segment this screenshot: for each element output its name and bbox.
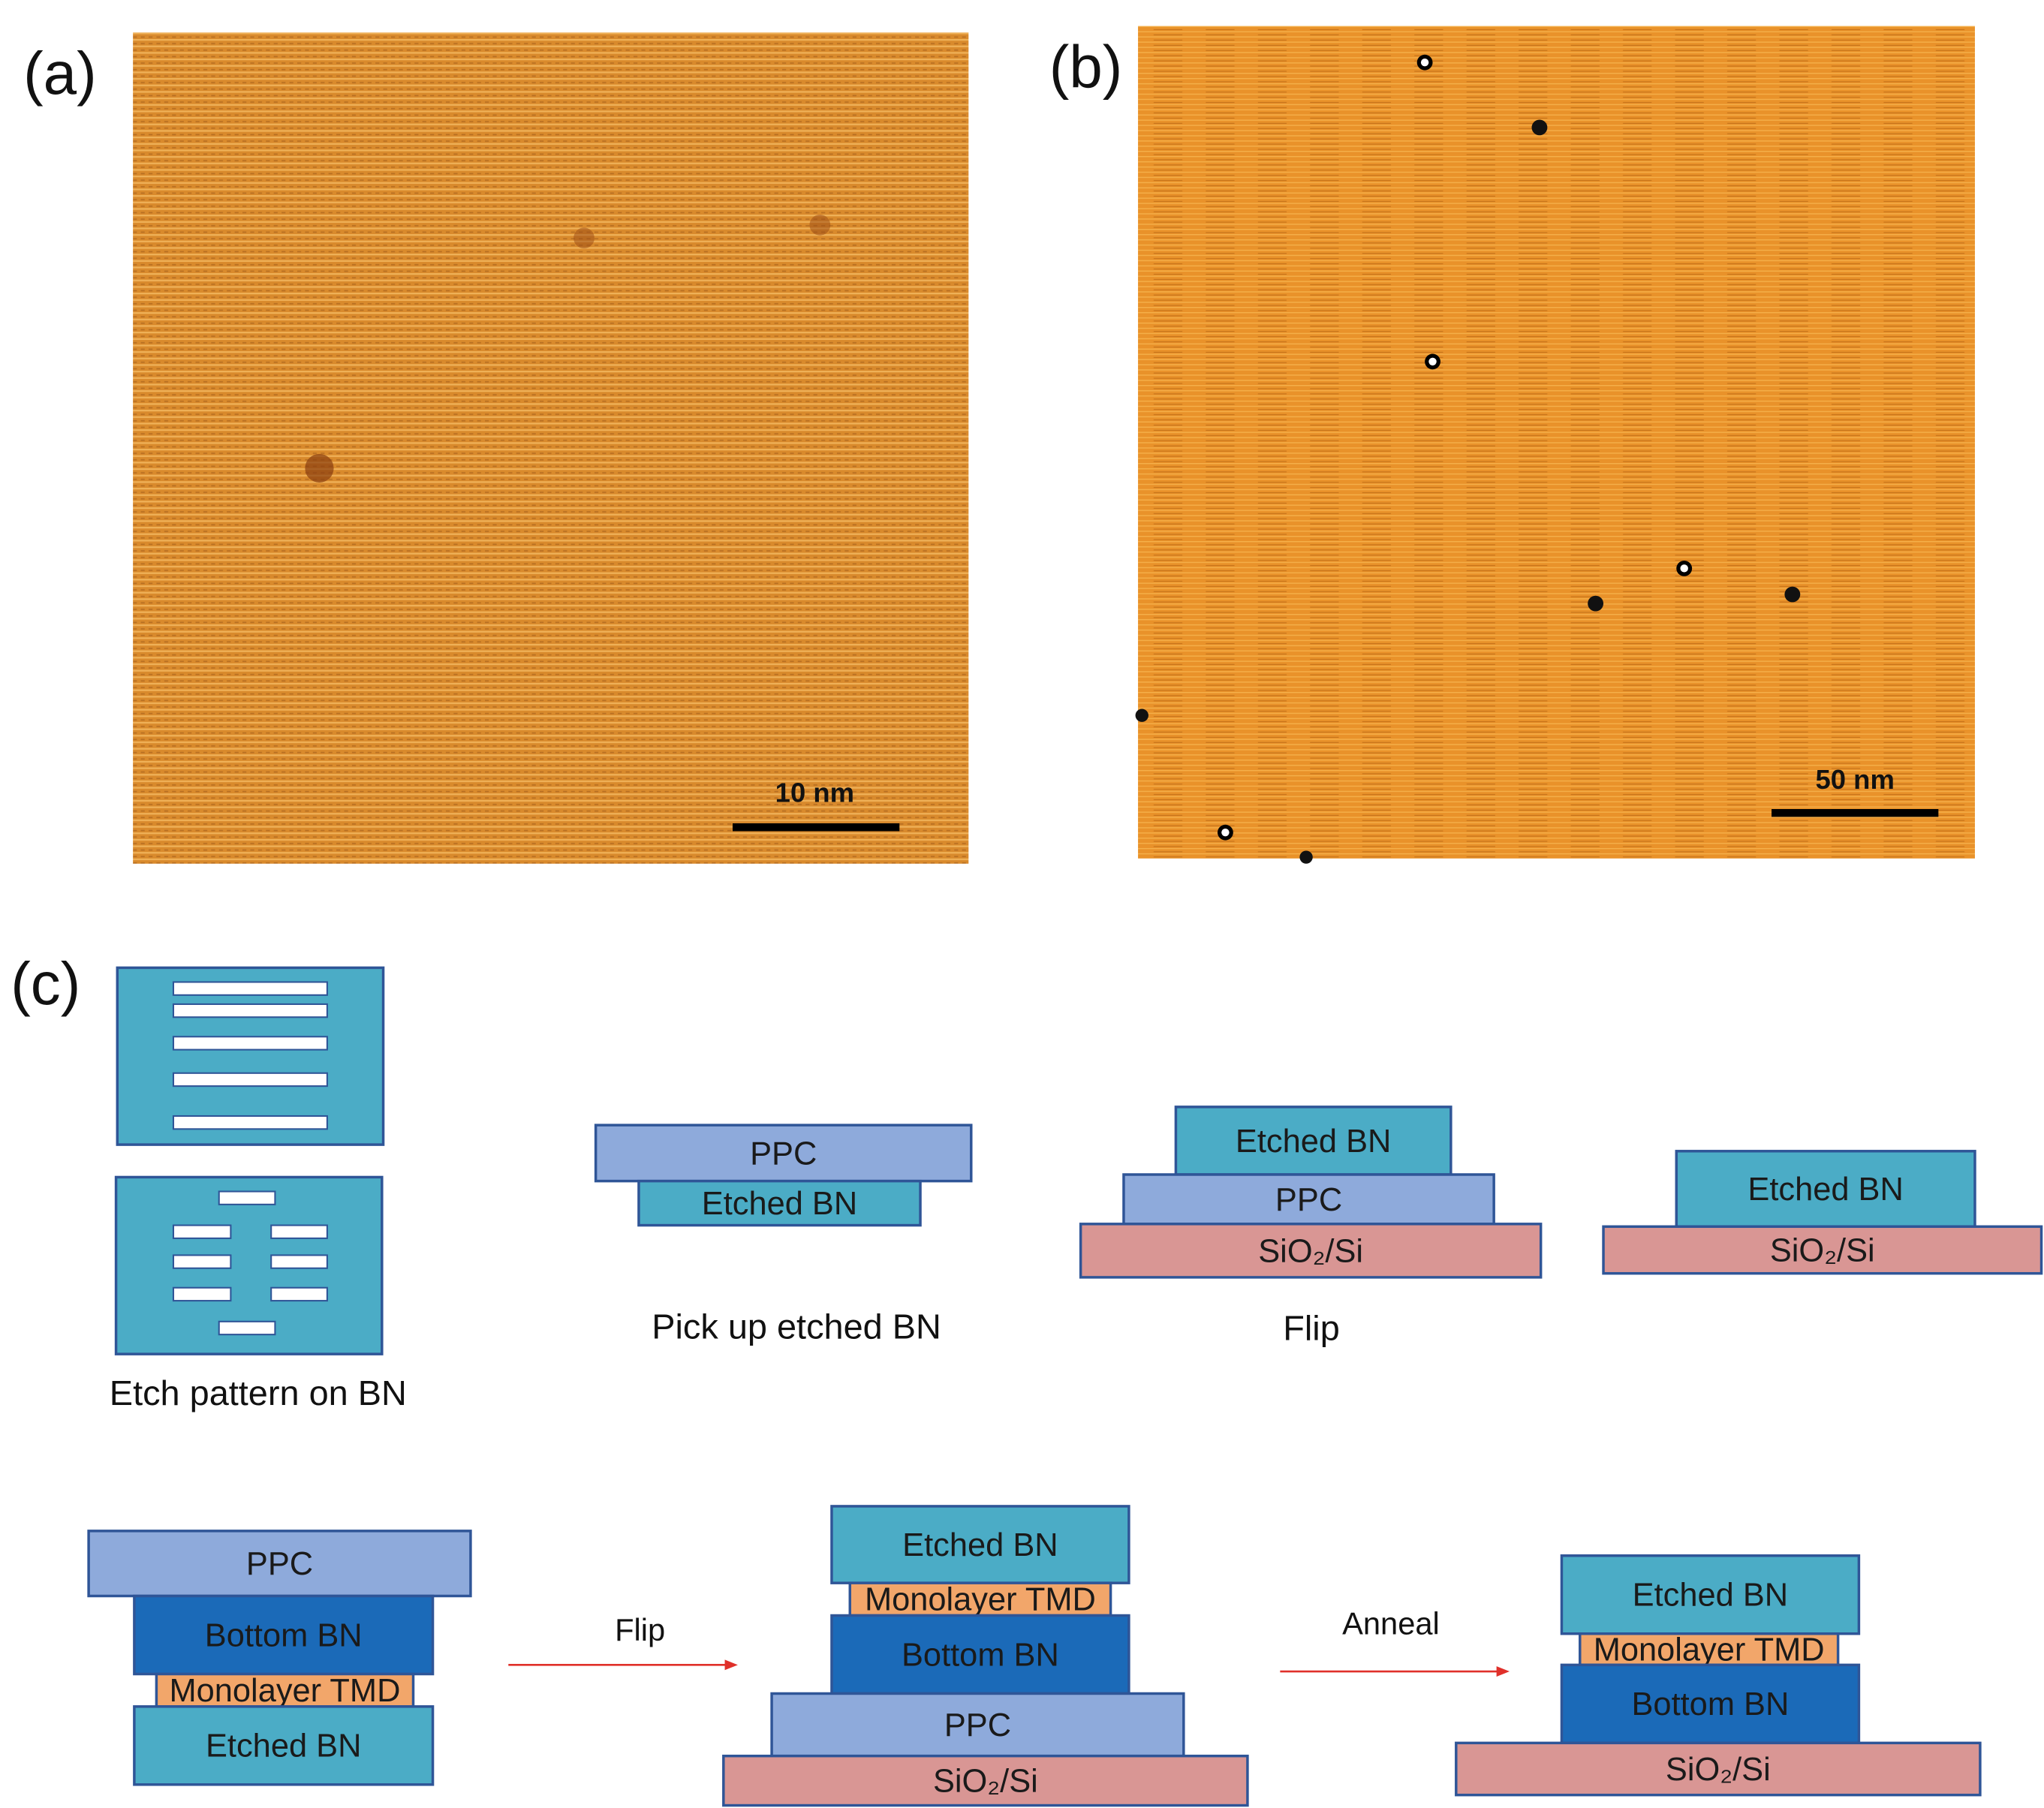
scale-text: 10 nm	[775, 778, 854, 808]
layer-label: Bottom BN	[1631, 1686, 1789, 1722]
etch-slot	[219, 1192, 275, 1205]
layer-label: Etched BN	[1236, 1124, 1391, 1160]
etch-slot	[271, 1226, 327, 1238]
etch-slot	[271, 1288, 327, 1301]
etch-slot	[173, 1116, 327, 1129]
figure: (a) 10 nm (b) 50 nm (c) Etch pattern on …	[0, 0, 2044, 1808]
layer-label: Etched BN	[206, 1728, 361, 1764]
panel-label: (b)	[1049, 33, 1123, 100]
etch-slot	[173, 1036, 327, 1049]
layer-label: PPC	[1275, 1182, 1342, 1218]
etch-slot	[173, 1288, 230, 1301]
etch-slot	[219, 1322, 275, 1334]
afm-image	[133, 32, 968, 863]
etch-slot	[173, 1073, 327, 1086]
layer-label: Monolayer TMD	[1594, 1632, 1825, 1668]
layer-label: Etched BN	[902, 1527, 1058, 1563]
arrow-head	[1497, 1666, 1510, 1677]
panel-label: (c)	[11, 950, 80, 1017]
step-caption: Flip	[1283, 1308, 1340, 1347]
arrow-head	[725, 1659, 738, 1670]
layer-label: PPC	[944, 1707, 1011, 1743]
panel-label: (a)	[23, 40, 97, 107]
layer-label: SiO₂/Si	[1258, 1233, 1363, 1269]
etch-slot	[173, 1004, 327, 1017]
etch-slot	[173, 982, 327, 994]
defect	[305, 454, 333, 483]
layer-label: SiO₂/Si	[1666, 1752, 1771, 1788]
etch-slot	[271, 1255, 327, 1268]
afm-image	[1138, 26, 1975, 859]
layer-label: Bottom BN	[205, 1617, 363, 1653]
arrow-label: Anneal	[1342, 1605, 1440, 1641]
layer-label: Etched BN	[1633, 1578, 1788, 1614]
defect	[573, 227, 595, 248]
defect	[809, 215, 830, 236]
layer-label: Bottom BN	[902, 1637, 1059, 1673]
step-caption: Etch pattern on BN	[110, 1373, 407, 1412]
step-caption: Pick up etched BN	[652, 1307, 941, 1346]
page: { "panels": { "a": {"label": "(a)", "sca…	[0, 0, 2044, 1808]
etch-slot	[173, 1255, 230, 1268]
layer-label: Etched BN	[1747, 1172, 1903, 1208]
layer-label: Etched BN	[702, 1186, 857, 1222]
etch-slot	[173, 1226, 230, 1238]
scale-text: 50 nm	[1816, 764, 1895, 795]
layer-label: SiO₂/Si	[1770, 1232, 1875, 1268]
layer-label: Monolayer TMD	[169, 1673, 400, 1709]
arrow-label: Flip	[615, 1612, 665, 1647]
layer-label: Monolayer TMD	[865, 1582, 1096, 1618]
etch-pattern	[116, 967, 384, 1354]
layer-label: PPC	[246, 1546, 313, 1582]
layer-label: PPC	[750, 1136, 817, 1172]
layer-label: SiO₂/Si	[933, 1764, 1038, 1800]
